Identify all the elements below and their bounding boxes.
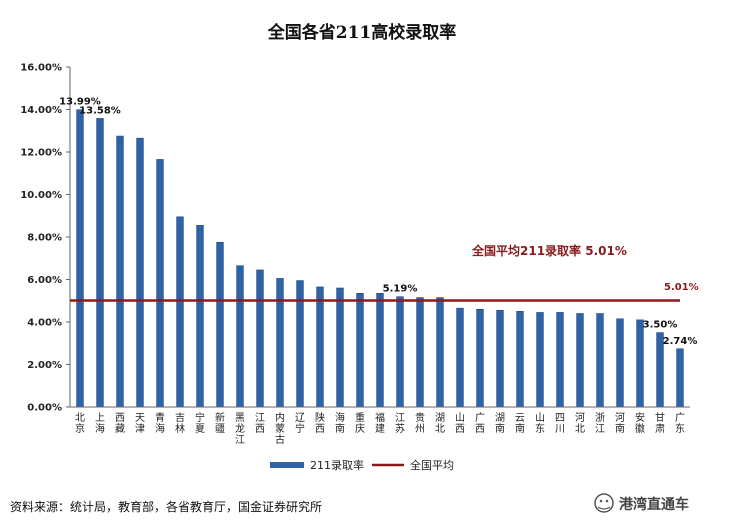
bar (96, 118, 104, 408)
x-tick-label: 山西 (455, 412, 465, 435)
x-tick-label: 辽宁 (295, 412, 305, 435)
bar (236, 265, 244, 408)
bar (476, 308, 484, 408)
x-tick-label: 新疆 (215, 411, 225, 435)
bar (316, 286, 324, 408)
x-axis: 北京上海西藏天津青海吉林宁夏新疆黑龙江江西内蒙古辽宁陕西海南重庆福建江苏贵州湖北… (70, 406, 690, 446)
average-end-label: 5.01% (664, 282, 699, 293)
legend: 211录取率 全国平均 (270, 458, 454, 472)
y-tick-label: 16.00% (20, 63, 62, 74)
data-label: 13.58% (79, 105, 121, 116)
x-tick-label: 上海 (95, 412, 105, 435)
bar (456, 307, 464, 408)
bar (76, 109, 84, 408)
data-label: 2.74% (663, 336, 698, 347)
x-tick-label: 河南 (615, 412, 625, 435)
bar (416, 297, 424, 408)
bar-series (76, 109, 684, 408)
x-tick-label: 广东 (675, 412, 685, 435)
x-tick-label: 山东 (535, 412, 545, 435)
watermark: 港湾直通车 (594, 493, 689, 513)
x-tick-label: 西藏 (115, 413, 125, 435)
wechat-icon (594, 493, 614, 513)
x-tick-label: 黑龙江 (235, 412, 245, 446)
x-tick-label: 贵州 (415, 411, 425, 435)
y-tick-label: 6.00% (27, 275, 62, 286)
y-tick-label: 8.00% (27, 233, 62, 244)
bar (556, 312, 564, 408)
y-tick-label: 12.00% (20, 148, 62, 159)
x-tick-label: 江苏 (395, 412, 405, 435)
bar (636, 319, 644, 408)
average-annotation: 全国平均211录取率 5.01% (471, 243, 627, 258)
bar (136, 137, 144, 408)
x-tick-label: 四川 (555, 413, 565, 435)
x-tick-label: 吉林 (175, 412, 185, 435)
x-tick-label: 北京 (75, 412, 85, 435)
x-tick-label: 云南 (515, 413, 525, 435)
bar (116, 135, 124, 408)
data-label: 13.99% (59, 97, 101, 108)
source-note: 资料来源：统计局，教育部，各省教育厅，国金证券研究所 (10, 499, 322, 514)
legend-swatch-bars (270, 462, 304, 468)
y-tick-label: 14.00% (20, 105, 62, 116)
bar (576, 313, 584, 408)
x-tick-label: 湖南 (495, 412, 505, 435)
bar (396, 296, 404, 408)
bar (376, 293, 384, 408)
x-tick-label: 安徽 (635, 411, 645, 435)
data-label: 3.50% (643, 320, 678, 331)
x-tick-label: 广西 (475, 412, 485, 435)
x-tick-label: 重庆 (355, 411, 365, 435)
bar (176, 216, 184, 408)
x-tick-label: 江西 (255, 412, 265, 435)
bar (156, 159, 164, 408)
y-tick-label: 4.00% (27, 318, 62, 329)
bar (676, 348, 684, 408)
x-tick-label: 河北 (575, 412, 585, 435)
y-axis: 0.00% 2.00% 4.00% 6.00% 8.00% 10.00% 12.00% 14.… (20, 63, 71, 414)
y-tick-label: 10.00% (20, 190, 62, 201)
x-tick-label: 青海 (155, 411, 165, 435)
bar (216, 242, 224, 408)
bar (356, 293, 364, 408)
y-tick-label: 2.00% (27, 360, 62, 371)
x-tick-label: 福建 (375, 411, 385, 435)
bar (596, 313, 604, 408)
chart-title: 全国各省211高校录取率 (267, 22, 457, 43)
bar (196, 225, 204, 408)
x-tick-label: 甘肃 (655, 411, 665, 435)
data-label: 5.19% (383, 284, 418, 295)
x-tick-label: 湖北 (435, 412, 445, 435)
bar (536, 312, 544, 408)
bar (496, 310, 504, 408)
legend-label-average: 全国平均 (410, 458, 454, 472)
x-tick-label: 天津 (135, 413, 145, 435)
bar (516, 311, 524, 408)
y-tick-label: 0.00% (27, 403, 62, 414)
bar (616, 318, 624, 408)
bar (256, 269, 264, 408)
x-tick-label: 陕西 (315, 411, 325, 435)
x-tick-label: 海南 (335, 411, 345, 435)
watermark-text: 港湾直通车 (619, 496, 689, 513)
bar (436, 297, 444, 408)
data-labels: 13.99%13.58% 5.19% 3.50% 2.74% (59, 97, 697, 347)
x-tick-label: 宁夏 (195, 411, 205, 435)
x-tick-label: 浙江 (595, 412, 605, 435)
bar (276, 278, 284, 408)
bar (336, 287, 344, 408)
x-tick-label: 内蒙古 (275, 411, 285, 446)
legend-label-bars: 211录取率 (310, 458, 364, 472)
